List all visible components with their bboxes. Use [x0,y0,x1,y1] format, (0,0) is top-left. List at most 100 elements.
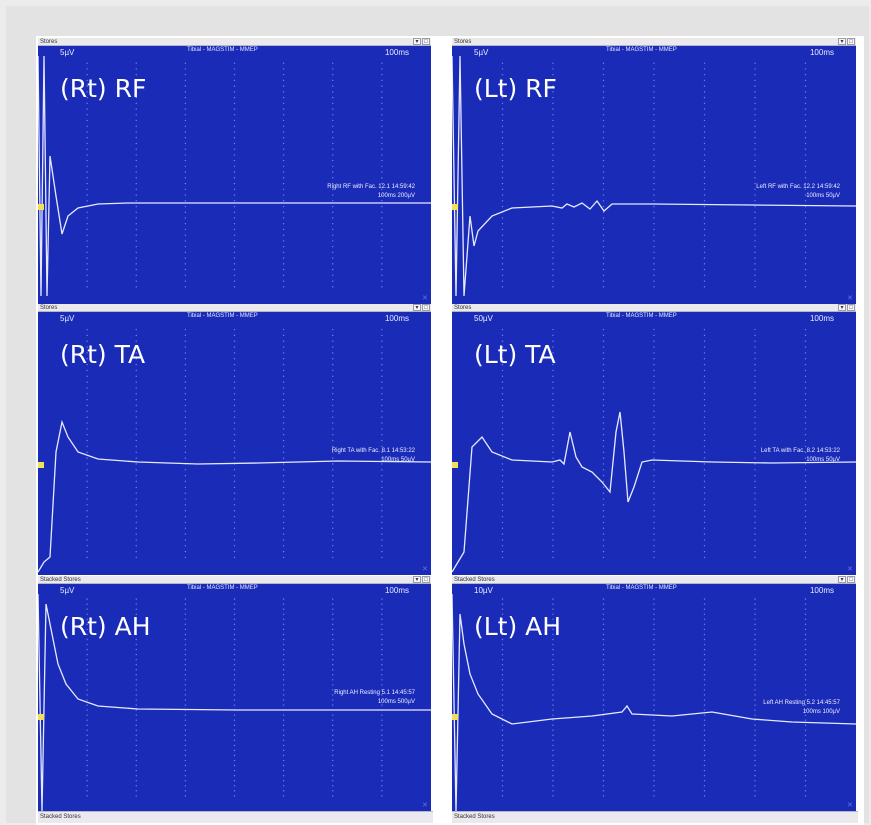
grid-dot [703,759,706,762]
grid-dot [135,234,137,236]
grid-dot [233,774,236,777]
baseline-marker[interactable] [452,462,458,468]
grid-dot [552,274,554,277]
grid-dot [804,729,807,731]
grid-dot [804,416,807,418]
grid-dot [282,780,285,782]
grid-dot [552,451,554,453]
time-scale[interactable]: 100ms [809,314,834,323]
window-minimize-icon[interactable]: ▾ [413,304,421,311]
scroll-down-icon[interactable]: ✕ [847,566,853,573]
grid-dot [381,340,383,342]
time-scale[interactable]: 100ms [384,314,409,323]
grid-dot [184,268,187,271]
grid-dot [233,363,236,366]
grid-dot [135,704,137,706]
waveform-plot[interactable]: 10µV Tibial - MAGSTIM - MMEP 100ms (Lt) AH L… [452,584,856,811]
grid-dot [754,790,756,792]
grid-dot [602,263,605,265]
window-minimize-icon[interactable]: ▾ [838,576,846,583]
window-restore-icon[interactable]: □ [422,576,430,583]
grid-dot [233,469,236,471]
grid-dot [602,159,605,162]
waveform-plot[interactable]: 5µV Tibial - MAGSTIM - MMEP 100ms (Rt) AH Ri… [38,584,431,811]
scroll-down-icon[interactable]: ✕ [422,802,428,809]
baseline-marker[interactable] [452,204,458,210]
grid-dot [653,653,655,656]
grid-dot [703,177,706,179]
grid-dot [602,704,605,706]
amplitude-scale[interactable]: 5µV [60,48,75,57]
waveform-plot[interactable]: 5µV Tibial - MAGSTIM - MMEP 100ms (Rt) RF Ri… [38,46,431,304]
grid-dot [703,182,706,185]
grid-dot [501,498,504,500]
waveform-plot[interactable]: 5µV Tibial - MAGSTIM - MMEP 100ms (Rt) TA Ri… [38,312,431,575]
grid-dot [804,393,807,395]
grid-dot [184,137,187,139]
grid-dot [332,165,334,168]
window-restore-icon[interactable]: □ [422,38,430,45]
grid-dot [703,719,706,721]
grid-dot [804,102,807,105]
grid-dot [754,714,756,716]
grid-dot [332,623,334,626]
baseline-marker[interactable] [38,462,44,468]
grid-dot [703,480,706,483]
scroll-down-icon[interactable]: ✕ [422,295,428,302]
scroll-down-icon[interactable]: ✕ [847,802,853,809]
amplitude-scale[interactable]: 10µV [474,586,493,595]
grid-dot [653,328,655,331]
amplitude-scale[interactable]: 5µV [474,48,489,57]
grid-dot [282,228,285,231]
time-scale[interactable]: 100ms [384,586,409,595]
window-restore-icon[interactable]: □ [847,38,855,45]
grid-dot [86,719,88,721]
scroll-down-icon[interactable]: ✕ [847,295,853,302]
grid-dot [653,724,655,726]
window-minimize-icon[interactable]: ▾ [838,304,846,311]
grid-dot [653,217,655,219]
grid-dot [381,211,383,213]
window-restore-icon[interactable]: □ [422,304,430,311]
waveform-plot[interactable]: 50µV Tibial - MAGSTIM - MMEP 100ms (Lt) TA L… [452,312,856,575]
grid-dot [501,194,504,196]
grid-dot [86,504,88,506]
baseline-marker[interactable] [452,714,458,720]
waveform-plot[interactable]: 5µV Tibial - MAGSTIM - MMEP 100ms (Lt) RF Le… [452,46,856,304]
time-scale[interactable]: 100ms [809,48,834,57]
baseline-marker[interactable] [38,204,44,210]
grid-dot [332,515,334,518]
grid-dot [552,328,554,331]
window-restore-icon[interactable]: □ [847,576,855,583]
scroll-down-icon[interactable]: ✕ [422,566,428,573]
grid-dot [602,381,605,383]
window-restore-icon[interactable]: □ [847,304,855,311]
amplitude-scale[interactable]: 5µV [60,314,75,323]
amplitude-scale[interactable]: 50µV [474,314,493,323]
window-minimize-icon[interactable]: ▾ [838,38,846,45]
grid-dot [184,658,187,661]
time-scale[interactable]: 100ms [809,586,834,595]
time-scale[interactable]: 100ms [384,48,409,57]
grid-dot [381,188,383,191]
grid-dot [501,469,504,471]
grid-dot [602,533,605,535]
protocol-title: Tibial - MAGSTIM - MMEP [187,585,258,591]
window-minimize-icon[interactable]: ▾ [413,38,421,45]
grid-dot [86,623,88,626]
grid-dot [332,643,334,646]
grid-dot [184,724,187,726]
window-minimize-icon[interactable]: ▾ [413,576,421,583]
grid-dot [135,96,137,99]
scale-annotation: 100ms 500µV [377,699,415,705]
grid-dot [86,550,88,553]
grid-dot [233,603,236,605]
grid-dot [804,618,807,621]
grid-dot [381,533,383,535]
grid-dot [135,428,137,430]
grid-dot [184,398,187,401]
baseline-marker[interactable] [38,714,44,720]
grid-dot [501,328,504,331]
amplitude-scale[interactable]: 5µV [60,586,75,595]
grid-dot [184,114,187,116]
